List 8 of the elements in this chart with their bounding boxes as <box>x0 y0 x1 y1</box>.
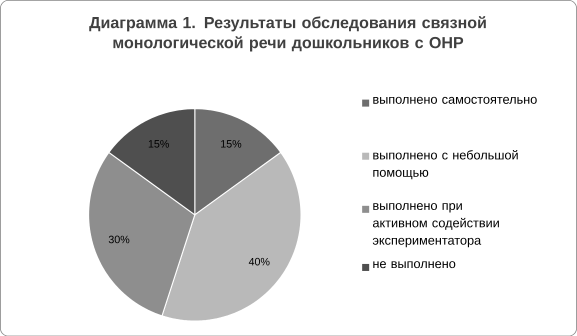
data-label: 15% <box>221 140 242 148</box>
legend-label: выполнено с небольшой помощью <box>373 150 518 180</box>
data-label: 30% <box>108 235 130 244</box>
data-label: 15% <box>148 140 169 148</box>
legend-label: выполнено самостоятельно <box>373 96 537 104</box>
chart-title: Диаграмма 1. Результаты обследования связной монологической речи дошкольников с ОНР <box>89 16 486 52</box>
data-label: 40% <box>248 258 270 266</box>
legend-label: не выполнено <box>373 260 456 268</box>
